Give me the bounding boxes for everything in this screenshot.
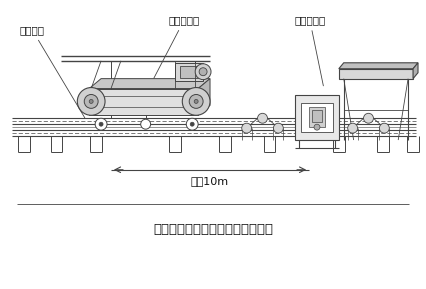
Circle shape — [141, 119, 151, 129]
Bar — [301, 103, 333, 132]
Text: 与带式除鐵器配套使用安装示意图: 与带式除鐵器配套使用安装示意图 — [153, 223, 273, 236]
Polygon shape — [198, 79, 210, 115]
Circle shape — [77, 88, 105, 115]
Circle shape — [95, 118, 107, 130]
Bar — [180, 66, 198, 78]
Circle shape — [189, 95, 203, 108]
Bar — [176, 63, 203, 81]
Bar — [295, 95, 339, 140]
Circle shape — [242, 123, 252, 133]
Bar — [309, 107, 325, 127]
Circle shape — [194, 99, 198, 103]
Circle shape — [182, 88, 210, 115]
Text: 金属探测仳: 金属探测仳 — [294, 15, 325, 86]
Polygon shape — [89, 88, 198, 115]
Circle shape — [380, 123, 389, 133]
Text: 带式除鐵器: 带式除鐵器 — [154, 15, 200, 78]
Text: 大于10m: 大于10m — [191, 176, 229, 186]
Circle shape — [199, 68, 207, 76]
Circle shape — [363, 113, 374, 123]
Circle shape — [99, 122, 103, 126]
Circle shape — [273, 123, 283, 133]
Text: 无磁托辊: 无磁托辊 — [20, 25, 85, 118]
Circle shape — [186, 118, 198, 130]
Polygon shape — [339, 63, 418, 69]
Bar — [312, 110, 322, 122]
Circle shape — [348, 123, 357, 133]
Polygon shape — [339, 69, 413, 79]
Circle shape — [258, 113, 268, 123]
Circle shape — [195, 64, 211, 80]
Circle shape — [89, 99, 93, 103]
Circle shape — [190, 122, 194, 126]
Circle shape — [84, 95, 98, 108]
Polygon shape — [413, 63, 418, 79]
Polygon shape — [89, 79, 210, 88]
Circle shape — [314, 124, 320, 130]
